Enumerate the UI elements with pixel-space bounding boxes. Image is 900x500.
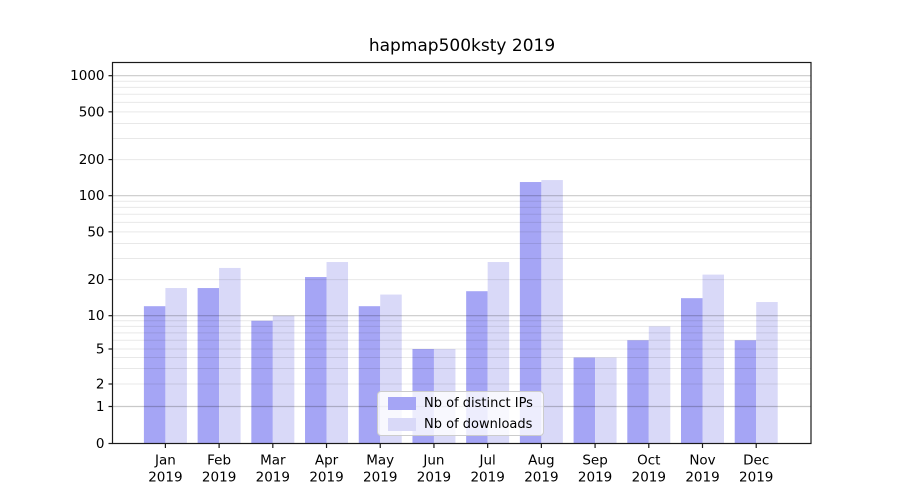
x-tick-label-year-Aug: 2019 xyxy=(524,470,558,486)
y-tick-label-2: 2 xyxy=(96,377,105,393)
legend-item-downloads: Nb of downloads xyxy=(388,415,543,433)
legend-swatch-distinct-ips xyxy=(388,396,416,410)
x-tick-label-year-Nov: 2019 xyxy=(685,470,719,486)
x-tick-label-month-Dec: Dec xyxy=(743,453,769,469)
x-tick-label-month-Apr: Apr xyxy=(315,453,339,469)
legend-swatch-downloads xyxy=(388,417,416,431)
bar-downloads-Jan xyxy=(165,288,187,444)
x-tick-label-month-Jan: Jan xyxy=(154,453,176,469)
x-tick-label-year-Jan: 2019 xyxy=(148,470,182,486)
x-tick-label-year-Feb: 2019 xyxy=(202,470,236,486)
x-tick-label-year-Mar: 2019 xyxy=(256,470,290,486)
legend-label-distinct-ips: Nb of distinct IPs xyxy=(424,395,533,411)
y-tick-label-200: 200 xyxy=(79,152,105,168)
x-tick-label-year-Oct: 2019 xyxy=(632,470,666,486)
bar-downloads-Feb xyxy=(219,267,241,444)
y-tick-label-10: 10 xyxy=(87,308,104,324)
y-tick-label-1: 1 xyxy=(96,399,105,415)
y-tick-label-5: 5 xyxy=(96,342,105,358)
bar-downloads-Apr xyxy=(326,262,349,444)
x-tick-label-year-Apr: 2019 xyxy=(309,470,343,486)
bar-distinct-ips-Nov xyxy=(681,298,703,444)
bar-downloads-Nov xyxy=(702,274,724,444)
bar-downloads-Sep xyxy=(595,357,617,444)
legend-label-downloads: Nb of downloads xyxy=(424,416,533,432)
bar-distinct-ips-Mar xyxy=(251,320,273,444)
bar-distinct-ips-Feb xyxy=(197,288,220,444)
bar-distinct-ips-Sep xyxy=(573,357,596,444)
x-tick-label-month-Nov: Nov xyxy=(689,453,715,469)
x-tick-label-month-Jul: Jul xyxy=(479,453,496,469)
y-tick-label-50: 50 xyxy=(87,224,104,240)
bar-downloads-Dec xyxy=(756,302,778,444)
x-tick-label-year-Dec: 2019 xyxy=(739,470,773,486)
x-tick-label-year-Sep: 2019 xyxy=(578,470,612,486)
x-tick-label-month-May: May xyxy=(366,453,394,469)
x-tick-label-year-May: 2019 xyxy=(363,470,397,486)
bar-downloads-Mar xyxy=(272,315,295,444)
y-tick-label-100: 100 xyxy=(79,188,105,204)
x-tick-label-month-Jun: Jun xyxy=(422,453,444,469)
bar-distinct-ips-Aug xyxy=(519,182,542,444)
y-tick-label-20: 20 xyxy=(87,272,104,288)
x-tick-label-year-Jul: 2019 xyxy=(470,470,504,486)
bar-distinct-ips-Oct xyxy=(627,340,649,444)
legend-item-distinct-ips: Nb of distinct IPs xyxy=(388,394,543,412)
bar-downloads-Oct xyxy=(648,326,671,444)
axes-frame xyxy=(111,61,812,445)
x-tick-label-month-Mar: Mar xyxy=(260,453,286,469)
x-tick-label-month-Oct: Oct xyxy=(637,453,660,469)
bar-downloads-Aug xyxy=(541,180,563,444)
y-tick-label-1000: 1000 xyxy=(70,68,104,84)
y-tick-label-500: 500 xyxy=(79,104,105,120)
x-tick-label-month-Aug: Aug xyxy=(528,453,554,469)
bar-distinct-ips-Apr xyxy=(305,277,327,444)
x-tick-label-year-Jun: 2019 xyxy=(417,470,451,486)
bar-distinct-ips-May xyxy=(358,306,381,444)
y-tick-label-0: 0 xyxy=(96,436,105,452)
x-tick-label-month-Feb: Feb xyxy=(207,453,231,469)
chart-title: hapmap500ksty 2019 xyxy=(368,36,556,56)
bar-distinct-ips-Dec xyxy=(734,340,757,444)
x-tick-label-month-Sep: Sep xyxy=(582,453,607,469)
legend: Nb of distinct IPs Nb of downloads xyxy=(377,391,544,436)
bar-distinct-ips-Jan xyxy=(143,306,166,444)
